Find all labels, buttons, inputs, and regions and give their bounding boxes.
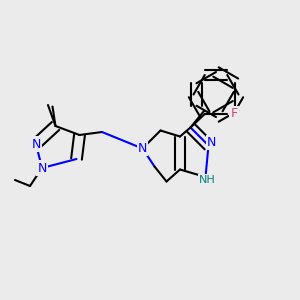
Text: NH: NH xyxy=(199,175,215,185)
Text: F: F xyxy=(230,107,237,121)
Text: N: N xyxy=(31,137,41,151)
Text: N: N xyxy=(37,161,47,175)
Text: N: N xyxy=(138,142,147,155)
Text: N: N xyxy=(207,136,216,149)
